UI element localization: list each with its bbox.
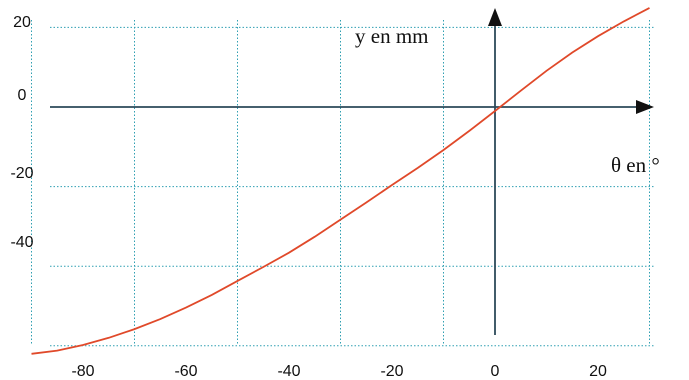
x-tick-label: -60: [174, 363, 197, 380]
y-tick-label: -40: [10, 234, 33, 251]
tick-labels: -80 -60 -40 -20 0 20 20 0 -20 -40: [10, 14, 607, 380]
x-tick-label: -20: [380, 363, 403, 380]
axes: [50, 8, 654, 335]
x-axis-label: θ en °: [611, 153, 660, 177]
y-tick-label: -20: [10, 165, 33, 182]
y-tick-label: 20: [13, 14, 31, 31]
series: [31, 7, 650, 355]
x-tick-label: 0: [491, 363, 500, 380]
x-tick-label: 20: [589, 363, 607, 380]
y-tick-label: 0: [18, 87, 27, 104]
x-tick-label: -40: [277, 363, 300, 380]
y-axis-arrow-icon: [488, 8, 502, 26]
x-tick-label: -80: [71, 363, 94, 380]
y-axis-label: y en mm: [355, 24, 429, 48]
grid: [31, 20, 654, 347]
x-axis-arrow-icon: [636, 100, 654, 114]
data-curve: [31, 7, 650, 355]
